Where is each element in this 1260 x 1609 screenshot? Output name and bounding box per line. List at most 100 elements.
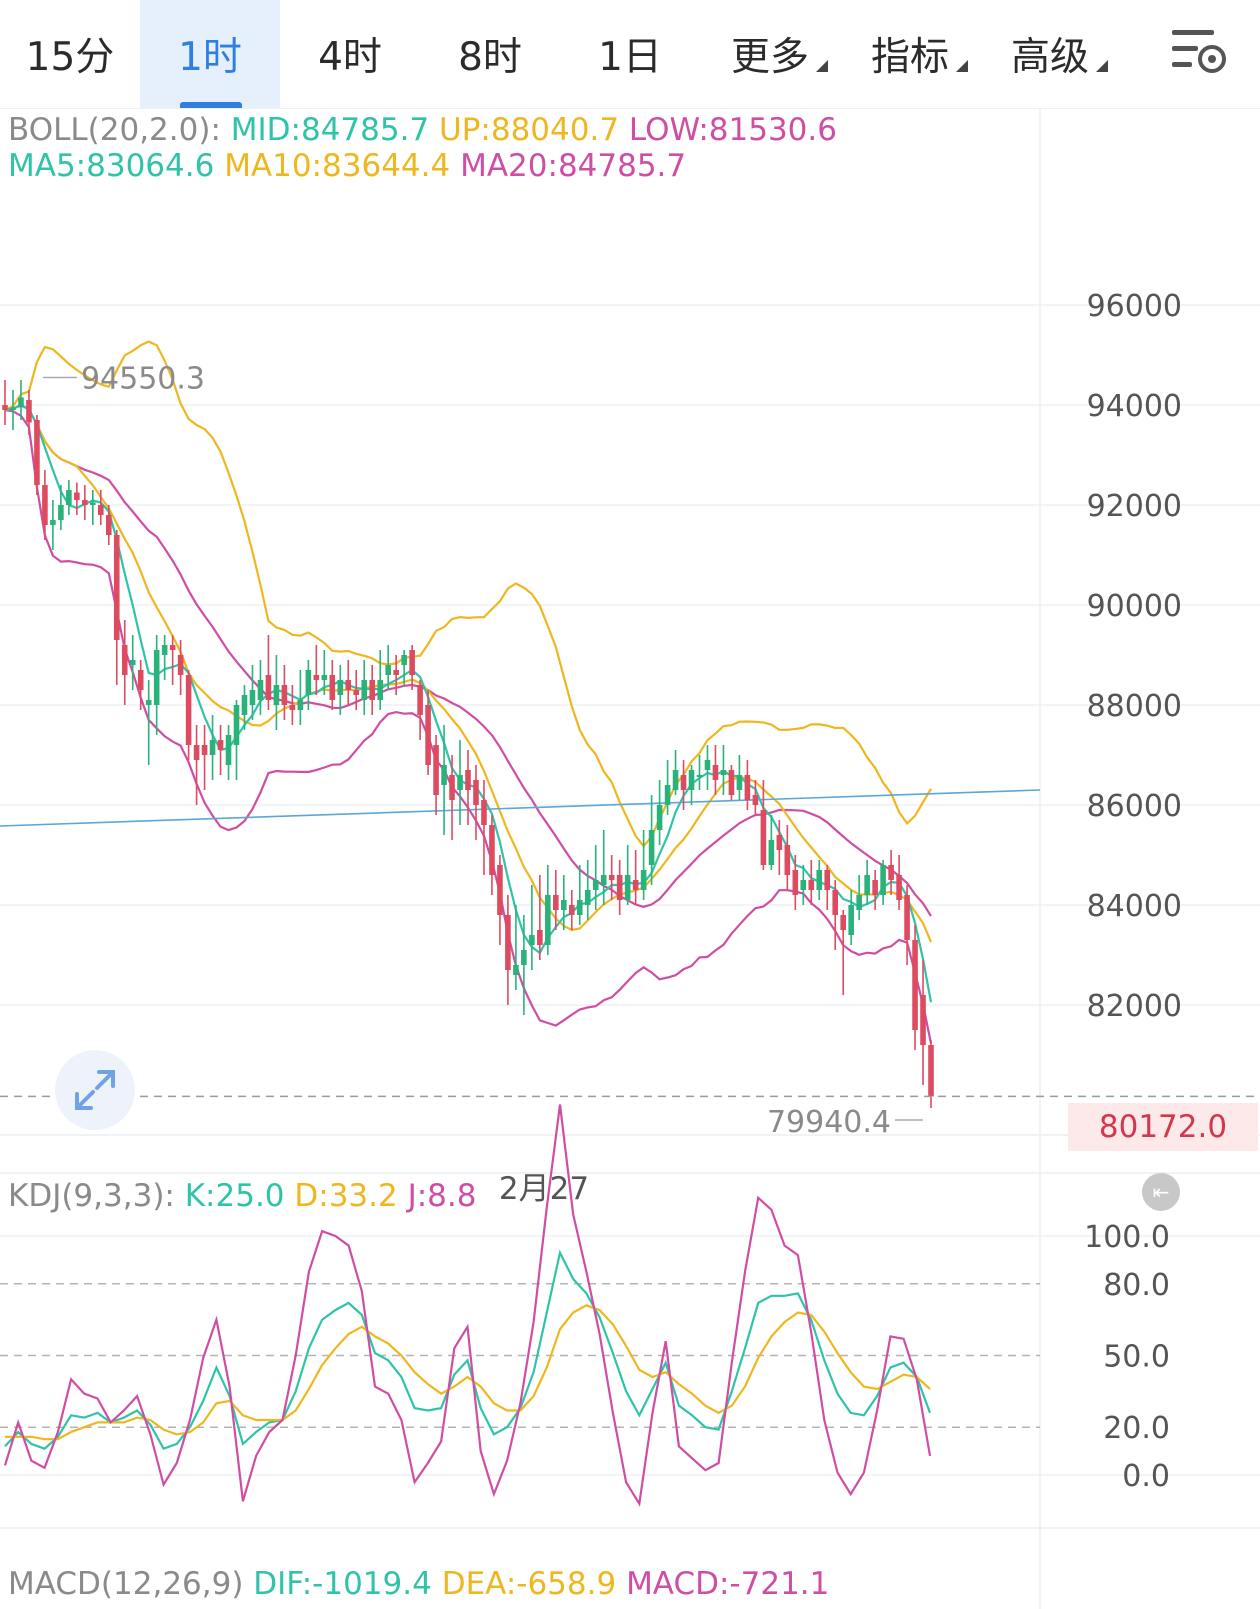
price-axis-label: 82000 (1087, 989, 1182, 1024)
candle-body (808, 880, 815, 890)
candle-body (361, 680, 368, 700)
ma20-value: MA20:84785.7 (460, 148, 687, 184)
candle-body (832, 890, 839, 915)
candle-body (696, 775, 703, 777)
tab-more[interactable]: 更多 (700, 0, 840, 108)
candle-body (592, 880, 599, 890)
dropdown-corner-icon (816, 60, 828, 72)
price-axis-label: 88000 (1087, 689, 1182, 724)
candle-body (113, 535, 120, 640)
candle-body (26, 400, 32, 423)
scroll-to-latest-button[interactable]: ⇤ (1142, 1173, 1180, 1211)
candle-body (840, 915, 846, 930)
candle-body (345, 680, 352, 690)
candle-body (688, 770, 695, 790)
candle-body (425, 705, 431, 765)
candle-body (249, 690, 256, 705)
kdj-axis-label: 50.0 (1103, 1340, 1170, 1375)
candle-body (321, 675, 328, 680)
candle-body (369, 680, 376, 700)
tab-1h[interactable]: 1时 (140, 0, 280, 108)
candle-body (129, 660, 136, 665)
kdj-j-line (3, 1104, 932, 1507)
candle-body (18, 397, 24, 408)
candle-body (720, 770, 727, 775)
candle-body (600, 875, 607, 885)
candle-body (225, 735, 232, 765)
candle-body (616, 875, 623, 900)
tab-label: 1日 (598, 35, 662, 80)
candle-body (66, 490, 72, 505)
candle-body (656, 805, 663, 830)
candle-body (98, 505, 104, 515)
expand-chart-button[interactable] (55, 1050, 135, 1130)
kdj-axis-label: 20.0 (1103, 1411, 1170, 1446)
candle-body (90, 502, 96, 505)
tab-label: 指标 (870, 35, 949, 80)
high-marker-label: 94550.3 (81, 361, 205, 396)
candle-body (896, 875, 902, 900)
candle-body (329, 675, 336, 700)
kdj-d: D:33.2 (294, 1178, 398, 1214)
candle-body (680, 775, 687, 790)
candle-body (145, 700, 152, 705)
candle-body (872, 880, 878, 895)
candle-body (257, 680, 264, 700)
tab-1d[interactable]: 1日 (560, 0, 700, 108)
expand-icon (75, 1070, 115, 1110)
ma10-value: MA10:83644.4 (224, 148, 451, 184)
candle-body (776, 835, 783, 850)
tab-indicators[interactable]: 指标 (840, 0, 980, 108)
candle-body (74, 492, 80, 500)
candle-body (856, 895, 862, 910)
tab-8h[interactable]: 8时 (420, 0, 560, 108)
candle-body (816, 870, 823, 890)
tab-label: 高级 (1010, 35, 1089, 80)
candle-body (664, 785, 671, 805)
candle-body (537, 930, 543, 945)
price-axis-label: 96000 (1087, 289, 1182, 324)
kdj-d-line (5, 1304, 931, 1441)
chart-settings-icon[interactable] (1170, 24, 1230, 80)
price-axis-label: 92000 (1087, 489, 1182, 524)
candle-body (297, 700, 304, 710)
boll-legend: BOLL(20,2.0): MID:84785.7 UP:88040.7 LOW… (8, 112, 837, 148)
candle-body (233, 705, 240, 745)
candle-body (137, 670, 144, 690)
macd-name: MACD(12,26,9) (8, 1566, 244, 1602)
candle-body (553, 895, 559, 910)
candle-body (441, 765, 447, 785)
candle-body (217, 740, 224, 750)
candle-body (385, 665, 391, 675)
candle-body (409, 650, 415, 675)
candle-body (34, 420, 40, 485)
candle-body (2, 405, 8, 410)
boll-name: BOLL(20,2.0): (8, 112, 221, 148)
ma5-value: MA5:83064.6 (8, 148, 215, 184)
tab-4h[interactable]: 4时 (280, 0, 420, 108)
candle-body (161, 645, 168, 655)
candle-body (792, 870, 799, 895)
candle-body (377, 680, 383, 700)
tab-15m[interactable]: 15分 (0, 0, 140, 108)
tab-label: 15分 (25, 35, 115, 80)
candle-body (880, 865, 886, 895)
candle-body (800, 880, 807, 890)
candle-body (584, 890, 591, 905)
boll-upper-band (4, 340, 932, 848)
candle-body (640, 870, 647, 890)
candle-body (561, 900, 567, 910)
price-axis-label: 86000 (1087, 789, 1182, 824)
candle-body (265, 675, 272, 700)
candle-body (185, 675, 192, 745)
boll-low: LOW:81530.6 (628, 112, 837, 148)
candle-body (608, 875, 615, 880)
dropdown-corner-icon (956, 60, 968, 72)
candle-body (50, 520, 56, 525)
tab-advanced[interactable]: 高级 (980, 0, 1120, 108)
ma-legend: MA5:83064.6 MA10:83644.4 MA20:84785.7 (8, 148, 686, 184)
candle-body (704, 760, 711, 770)
macd-dif: DIF:-1019.4 (253, 1566, 432, 1602)
tab-label: 1时 (178, 35, 242, 80)
